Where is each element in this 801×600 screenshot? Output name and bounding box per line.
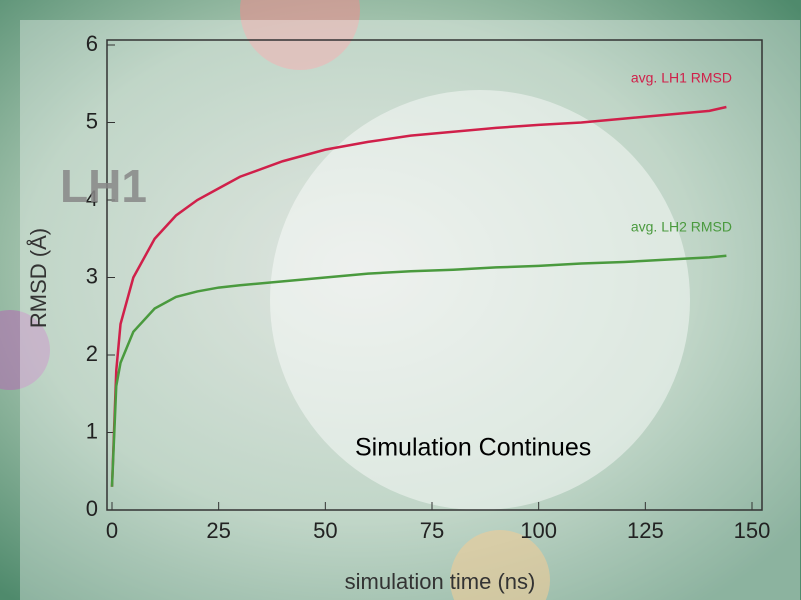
annotation: LH1 — [60, 160, 147, 212]
x-tick-label: 25 — [206, 518, 230, 543]
y-tick-label: 1 — [86, 418, 98, 443]
overlay — [20, 20, 800, 600]
x-tick-label: 100 — [520, 518, 557, 543]
y-tick-label: 3 — [86, 263, 98, 288]
x-tick-label: 50 — [313, 518, 337, 543]
legend-label: avg. LH1 RMSD — [631, 70, 732, 86]
y-tick-label: 2 — [86, 341, 98, 366]
plot-frame — [106, 39, 763, 511]
x-tick-label: 75 — [420, 518, 444, 543]
x-tick-label: 0 — [106, 518, 118, 543]
annotation: Simulation Continues — [355, 434, 591, 462]
line — [110, 105, 727, 487]
bg-blob — [270, 90, 690, 510]
y-tick-label: 5 — [86, 108, 98, 133]
x-tick-label: 125 — [627, 518, 664, 543]
bg-blob — [0, 310, 50, 390]
line — [110, 254, 727, 487]
x-axis-title: simulation time (ns) — [345, 569, 536, 594]
y-tick-label: 4 — [86, 186, 98, 211]
plot: 0 1 2 3 4 5 6 0 25 50 75 100 125 150 avg. LH1 RMSD avg.… — [86, 31, 771, 543]
legend-label: avg. LH2 RMSD — [631, 219, 732, 235]
x-tick-label: 150 — [734, 518, 771, 543]
y-tick-label: 6 — [86, 31, 98, 56]
y-tick-label: 0 — [86, 496, 98, 521]
y-axis-title: RMSD (Å) — [26, 228, 51, 328]
bg-blob — [450, 530, 550, 600]
bg-blob — [240, 0, 360, 70]
